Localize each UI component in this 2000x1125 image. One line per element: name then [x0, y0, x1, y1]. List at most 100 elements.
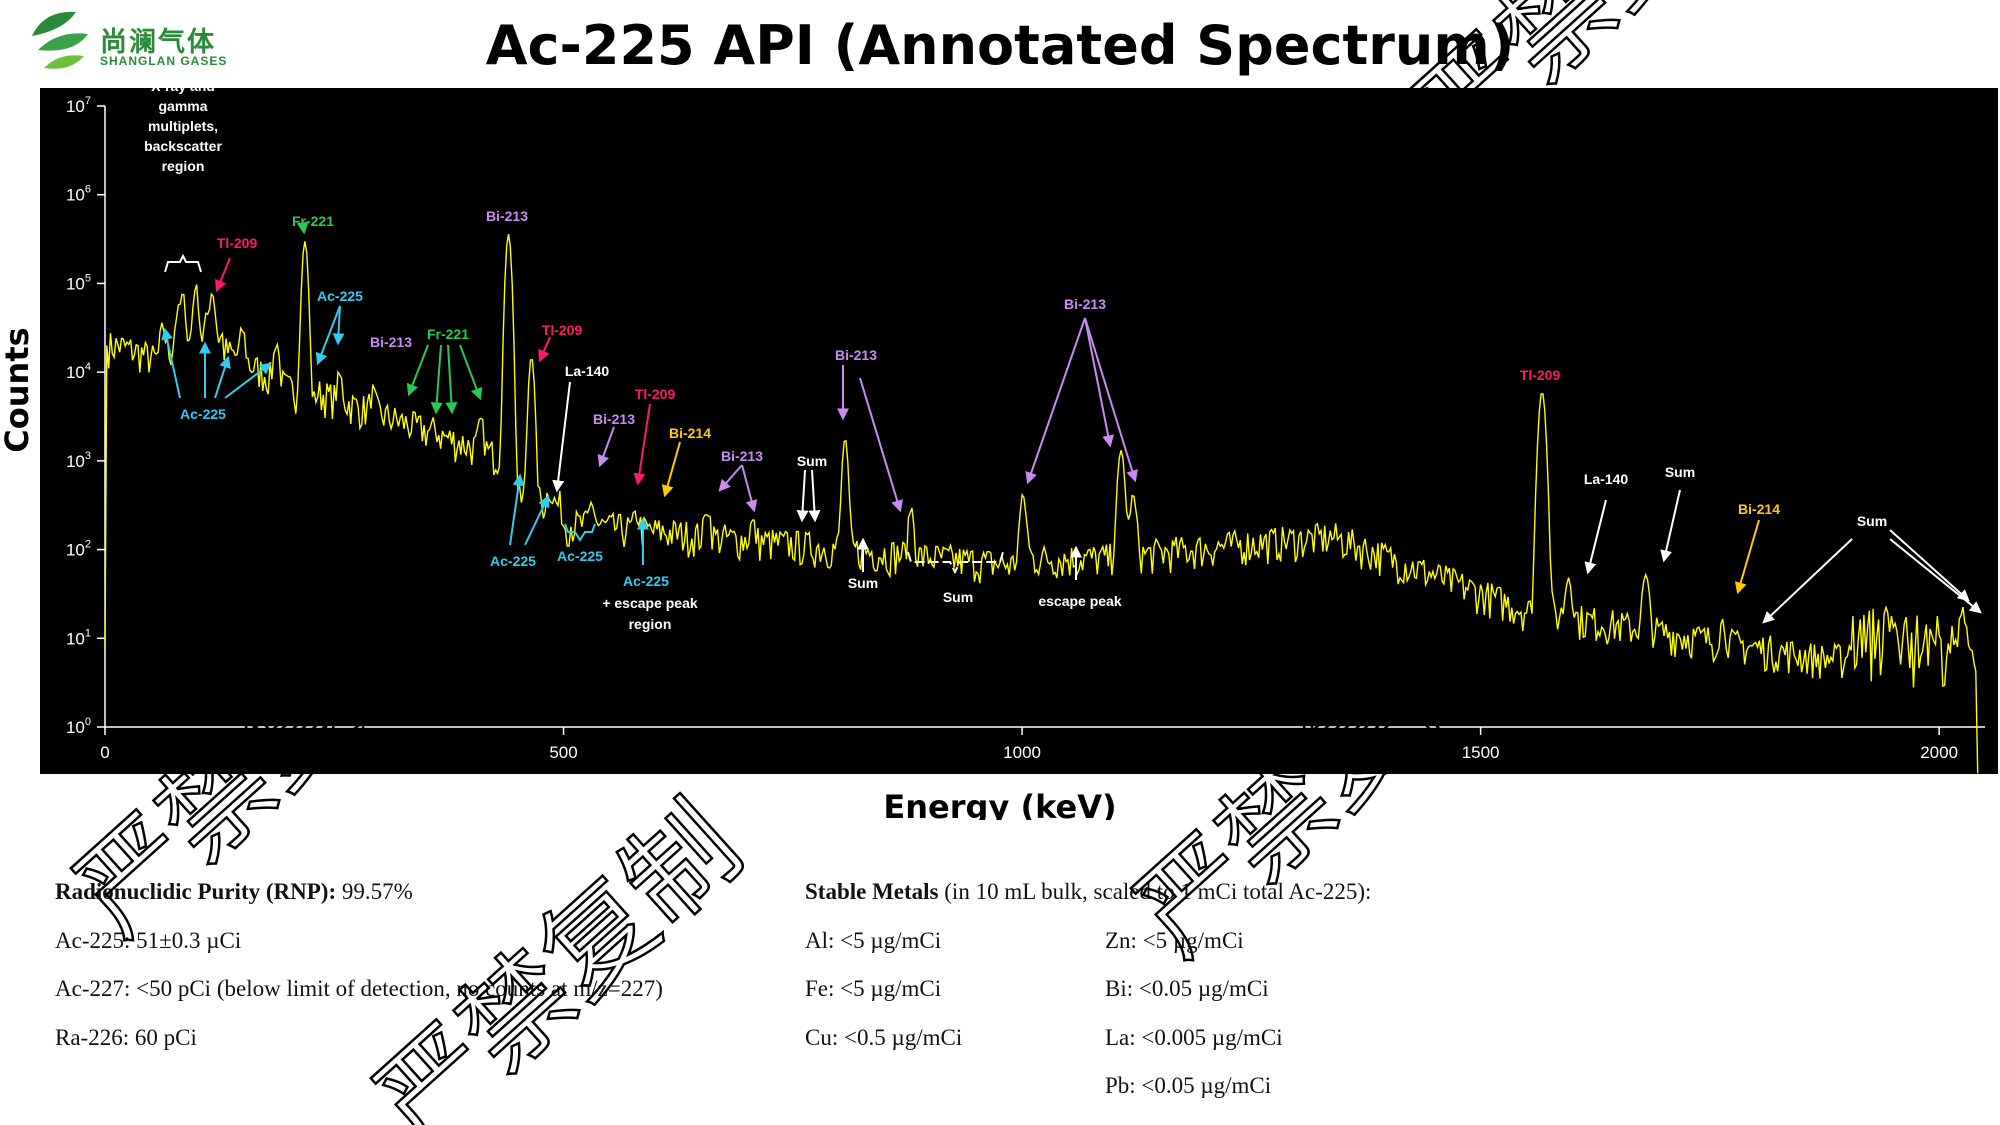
annotation-label: La-140 — [565, 363, 610, 379]
y-tick-label: 103 — [66, 450, 91, 471]
metals-heading: Stable Metals (in 10 mL bulk, scaled to … — [805, 877, 1371, 926]
annotation-label: Sum — [1857, 513, 1887, 529]
annotation-bracket — [164, 253, 202, 273]
x-tick-label: 1500 — [1462, 743, 1500, 762]
annotation-label: Sum — [848, 575, 878, 591]
y-tick-label: 101 — [66, 627, 91, 648]
chart-title: Ac-225 API (Annotated Spectrum) — [485, 14, 1515, 77]
ac225-line: Ac-225: 51±0.3 µCi — [55, 927, 242, 953]
annotation-arrow — [1025, 317, 1086, 485]
annotation-label: Ac-225 — [490, 553, 536, 569]
annotation-arrow — [430, 344, 443, 415]
annotation-label: Bi-213 — [593, 411, 635, 427]
annotation-label: Fr-221 — [292, 213, 334, 229]
annotation-label: Fr-221 — [427, 326, 469, 342]
annotation-arrow — [161, 327, 181, 399]
metal-pb: Pb: <0.05 µg/mCi — [1105, 1073, 1272, 1098]
purity-block: Radionuclidic Purity (RNP): 99.57% Ac-22… — [55, 877, 663, 1071]
annotation-label: Ac-225 — [317, 288, 363, 304]
annotation-arrow — [1889, 529, 1970, 602]
rnp-value: 99.57% — [336, 879, 413, 904]
annotation-label: Tl-209 — [1520, 367, 1561, 383]
y-tick-label: 104 — [66, 361, 91, 382]
annotation-arrow — [445, 344, 458, 415]
annotation-arrow — [1660, 489, 1681, 563]
x-axis-label: Energy (keV) — [883, 788, 1116, 820]
y-tick-label: 106 — [66, 184, 91, 205]
x-tick-label: 1000 — [1003, 743, 1041, 762]
stable-metals-block: Stable Metals (in 10 mL bulk, scaled to … — [805, 877, 1371, 1120]
annotation-arrow — [509, 473, 525, 546]
metal-fe: Fe: <5 µg/mCi — [805, 976, 942, 1001]
metal-cu: Cu: <0.5 µg/mCi — [805, 1024, 963, 1050]
y-tick-label: 107 — [66, 95, 91, 116]
annotation-label: Bi-214 — [669, 425, 711, 441]
annotation-label: Bi-214 — [1738, 501, 1780, 517]
metal-bi: Bi: <0.05 µg/mCi — [1105, 976, 1269, 1001]
annotation-label: Bi-213 — [835, 347, 877, 363]
annotation-label: Sum — [1665, 464, 1695, 480]
metals-label: Stable Metals — [805, 879, 939, 904]
y-tick-label: 105 — [66, 272, 91, 293]
x-tick-label: 0 — [100, 743, 109, 762]
metal-al: Al: <5 µg/mCi — [805, 927, 942, 953]
annotation-arrow — [459, 344, 483, 401]
annotation-arrow — [597, 426, 615, 468]
ac227-line: Ac-227: <50 pCi (below limit of detectio… — [55, 976, 663, 1001]
annotation-arrow — [332, 305, 345, 346]
metal-zn: Zn: <5 µg/mCi — [1105, 927, 1244, 953]
company-logo: 尚澜气体 SHANGLAN GASES — [24, 6, 244, 76]
rnp-label: Radionuclidic Purity (RNP): — [55, 879, 337, 904]
annotation-label: Tl-209 — [635, 386, 676, 402]
logo-leaf-icon — [32, 11, 88, 69]
annotation-arrow — [796, 469, 809, 523]
annotation-label: Bi-213 — [486, 208, 528, 224]
annotation-arrow — [661, 441, 681, 498]
annotation-label: Ac-225 — [557, 548, 603, 564]
annotation-bracket — [564, 523, 596, 542]
annotation-label: Ac-225 — [180, 406, 226, 422]
annotation-arrow — [406, 344, 429, 397]
rnp-line: Radionuclidic Purity (RNP): 99.57% — [55, 877, 663, 926]
metals-row-4: Pb: <0.05 µg/mCi — [805, 1071, 1371, 1120]
annotation-arrow — [1084, 317, 1115, 448]
annotation-label: Bi-213 — [1064, 296, 1106, 312]
y-tick-label: 100 — [66, 716, 91, 737]
x-tick-label: 500 — [549, 743, 577, 762]
annotation-label: X-ray and gamma multiplets, backscatter regi… — [144, 78, 222, 174]
plot-background — [40, 88, 1998, 774]
annotation-label: + escape peak — [602, 595, 698, 611]
annotation-arrow — [224, 362, 272, 399]
annotation-arrow — [524, 494, 550, 546]
annotation-arrow — [741, 464, 758, 513]
logo-name-cn: 尚澜气体 — [100, 27, 216, 58]
annotation-arrow — [552, 381, 571, 493]
annotation-label: Sum — [797, 453, 827, 469]
spectrum-line — [104, 233, 1979, 774]
annotation-arrow — [538, 336, 551, 363]
annotation-arrow — [1084, 317, 1138, 483]
annotation-arrow — [215, 257, 231, 293]
annotation-arrow — [1734, 519, 1760, 595]
annotation-arrow — [1762, 538, 1853, 624]
spectrum-chart: 100 101 102 103 104 105 106 107 0 500 1000 1500 2000… — [0, 78, 1998, 820]
annotation-arrow — [808, 469, 821, 523]
logo-name-en: SHANGLAN GASES — [100, 54, 228, 68]
annotation-label: Bi-213 — [721, 448, 763, 464]
annotation-arrow — [633, 403, 651, 486]
annotation-label: Tl-209 — [542, 322, 583, 338]
annotation-arrow — [718, 464, 743, 492]
annotation-label: Ac-225 — [623, 573, 669, 589]
annotation-label: Sum — [943, 589, 973, 605]
annotation-label: Bi-213 — [370, 334, 412, 350]
annotation-bracket — [907, 551, 1004, 575]
metals-row-1: Al: <5 µg/mCi Zn: <5 µg/mCi — [805, 926, 1371, 975]
metal-la: La: <0.005 µg/mCi — [1105, 1024, 1283, 1050]
ra226-line: Ra-226: 60 pCi — [55, 1024, 197, 1050]
x-tick-label: 2000 — [1920, 743, 1958, 762]
annotation-arrow — [859, 377, 903, 513]
y-tick-label: 102 — [66, 539, 91, 560]
y-axis-label: Counts — [0, 327, 36, 452]
metals-row-2: Fe: <5 µg/mCi Bi: <0.05 µg/mCi — [805, 974, 1371, 1023]
annotation-arrow — [214, 355, 231, 399]
